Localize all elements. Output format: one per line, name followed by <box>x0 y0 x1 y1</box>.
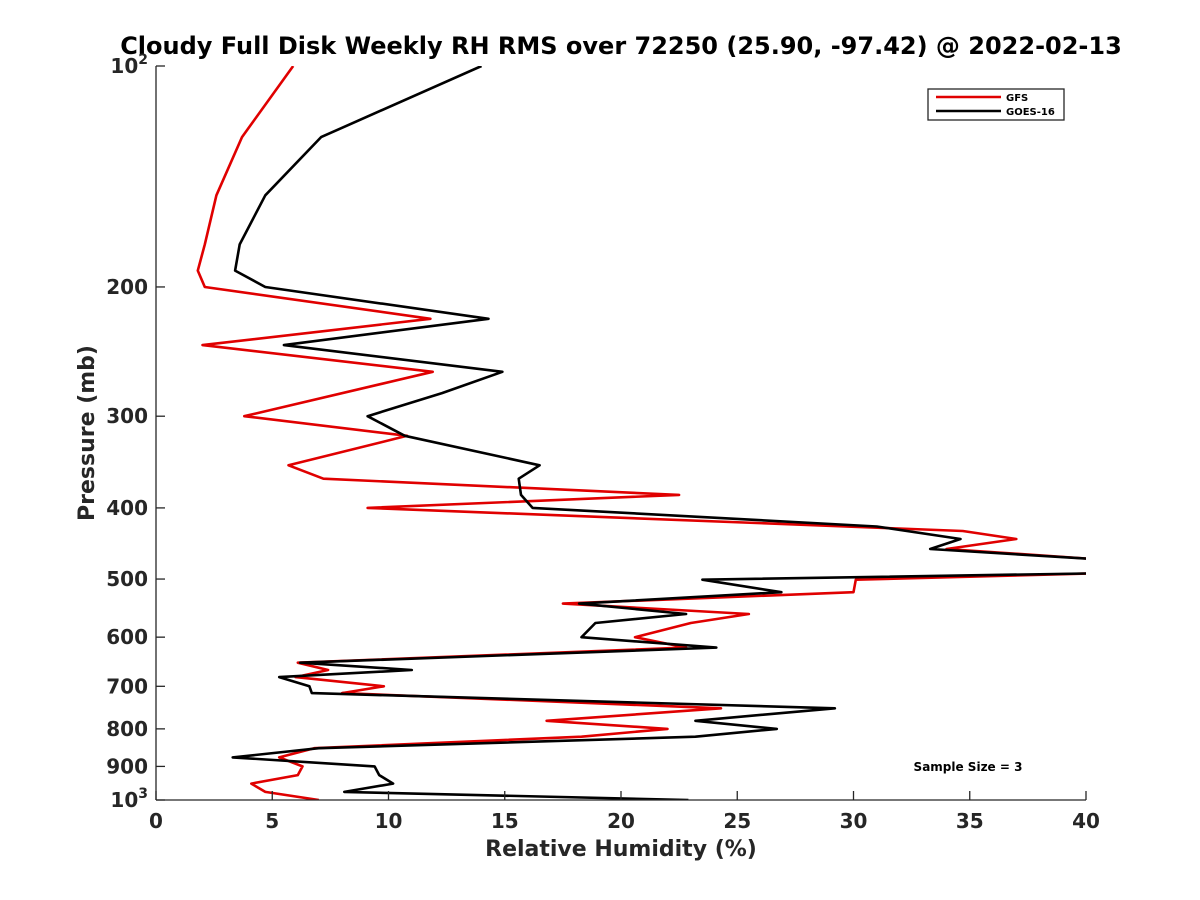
x-tick-label: 15 <box>491 809 519 833</box>
series-group <box>196 66 1086 800</box>
x-tick-label: 20 <box>607 809 635 833</box>
y-axis-ticks: 102 200 300 400 500 600 700 800 900 103 <box>106 52 165 812</box>
legend-label-goes-16: GOES-16 <box>1006 107 1055 118</box>
x-axis-ticks: 0 5 10 15 20 25 30 35 40 <box>149 791 1100 833</box>
y-tick-label: 900 <box>106 754 148 778</box>
y-tick-label: 200 <box>106 275 148 299</box>
legend-label-gfs: GFS <box>1006 93 1028 104</box>
x-tick-label: 30 <box>840 809 868 833</box>
y-axis-title: Pressure (mb) <box>75 345 100 521</box>
y-tick-label: 300 <box>106 404 148 428</box>
chart-title: Cloudy Full Disk Weekly RH RMS over 7225… <box>120 32 1122 60</box>
x-axis-title: Relative Humidity (%) <box>485 837 757 862</box>
x-tick-label: 25 <box>723 809 751 833</box>
series-line-gfs <box>196 66 1086 800</box>
x-tick-label: 0 <box>149 809 163 833</box>
y-tick-label: 600 <box>106 625 148 649</box>
x-tick-label: 40 <box>1072 809 1100 833</box>
sample-size-annotation: Sample Size = 3 <box>914 760 1023 774</box>
x-tick-label: 5 <box>265 809 279 833</box>
x-tick-label: 10 <box>375 809 403 833</box>
y-tick-label: 102 <box>110 52 148 78</box>
y-tick-label: 700 <box>106 674 148 698</box>
legend-box <box>927 88 1065 121</box>
x-tick-label: 35 <box>956 809 984 833</box>
y-tick-label: 400 <box>106 496 148 520</box>
series-line-goes-16 <box>231 66 1086 800</box>
y-tick-label: 500 <box>106 567 148 591</box>
y-tick-label: 103 <box>110 786 148 812</box>
y-tick-label: 800 <box>106 717 148 741</box>
legend: GFS GOES-16 <box>927 88 1065 121</box>
